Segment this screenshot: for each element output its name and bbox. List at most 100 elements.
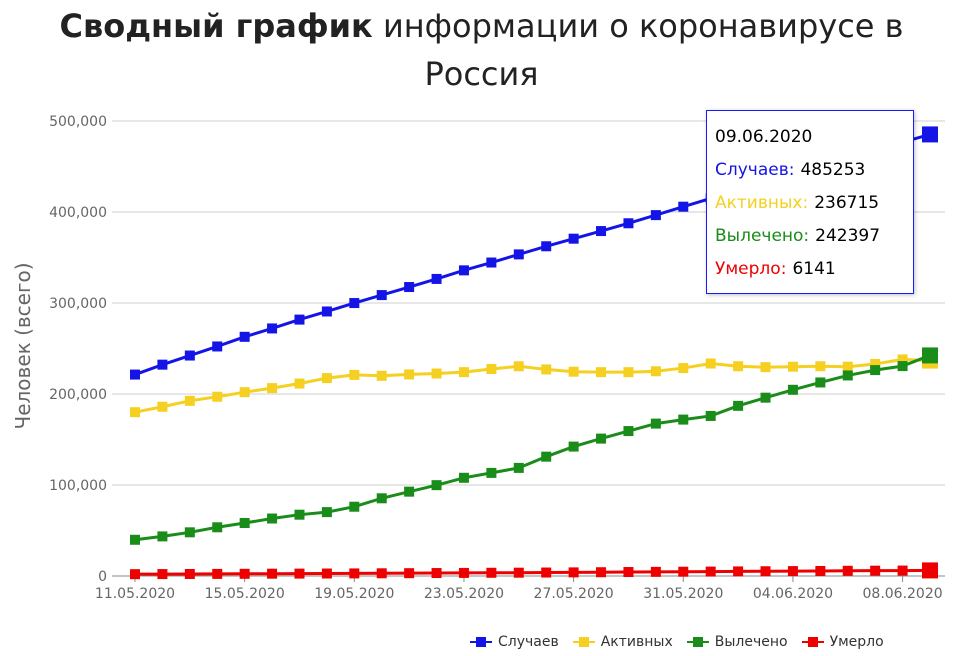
- data-point[interactable]: [568, 233, 579, 244]
- data-point[interactable]: [184, 527, 195, 538]
- data-point[interactable]: [321, 373, 332, 384]
- data-point[interactable]: [376, 493, 387, 504]
- data-point[interactable]: [239, 568, 250, 579]
- data-point[interactable]: [787, 361, 798, 372]
- data-point[interactable]: [596, 367, 607, 378]
- data-point[interactable]: [404, 486, 415, 497]
- data-point[interactable]: [486, 467, 497, 478]
- data-point[interactable]: [157, 401, 168, 412]
- data-point[interactable]: [431, 568, 442, 579]
- data-point[interactable]: [376, 370, 387, 381]
- data-point[interactable]: [349, 568, 360, 579]
- data-point[interactable]: [650, 418, 661, 429]
- data-point[interactable]: [294, 568, 305, 579]
- data-point[interactable]: [842, 361, 853, 372]
- data-point[interactable]: [458, 567, 469, 578]
- data-point[interactable]: [815, 377, 826, 388]
- data-point[interactable]: [376, 568, 387, 579]
- data-point[interactable]: [130, 534, 140, 545]
- data-point[interactable]: [623, 567, 634, 578]
- data-point[interactable]: [184, 350, 195, 361]
- data-point[interactable]: [239, 518, 250, 529]
- data-point[interactable]: [922, 562, 938, 579]
- data-point[interactable]: [787, 566, 798, 577]
- data-point[interactable]: [212, 568, 223, 579]
- data-point[interactable]: [184, 395, 195, 406]
- data-point[interactable]: [157, 531, 168, 542]
- data-point[interactable]: [349, 298, 360, 309]
- legend-item-deaths[interactable]: Умерло: [801, 634, 884, 650]
- data-point[interactable]: [513, 249, 524, 260]
- data-point[interactable]: [568, 567, 579, 578]
- data-point[interactable]: [458, 265, 469, 276]
- data-point[interactable]: [541, 451, 552, 462]
- data-point[interactable]: [267, 568, 278, 579]
- data-point[interactable]: [294, 509, 305, 520]
- data-point[interactable]: [815, 565, 826, 576]
- data-point[interactable]: [733, 361, 744, 372]
- data-point[interactable]: [541, 364, 552, 375]
- data-point[interactable]: [678, 414, 689, 425]
- data-point[interactable]: [267, 383, 278, 394]
- data-point[interactable]: [404, 568, 415, 579]
- data-point[interactable]: [787, 384, 798, 395]
- data-point[interactable]: [157, 359, 168, 370]
- data-point[interactable]: [212, 391, 223, 402]
- data-point[interactable]: [212, 522, 223, 533]
- data-point[interactable]: [431, 273, 442, 284]
- data-point[interactable]: [623, 426, 634, 437]
- data-point[interactable]: [157, 569, 168, 580]
- data-point[interactable]: [458, 367, 469, 378]
- data-point[interactable]: [568, 441, 579, 452]
- data-point[interactable]: [431, 480, 442, 491]
- data-point[interactable]: [705, 566, 716, 577]
- data-point[interactable]: [239, 331, 250, 342]
- data-point[interactable]: [842, 370, 853, 381]
- data-point[interactable]: [513, 567, 524, 578]
- data-point[interactable]: [184, 568, 195, 579]
- data-point[interactable]: [596, 567, 607, 578]
- data-point[interactable]: [541, 241, 552, 252]
- data-point[interactable]: [922, 347, 938, 364]
- data-point[interactable]: [486, 567, 497, 578]
- data-point[interactable]: [404, 282, 415, 293]
- data-point[interactable]: [431, 368, 442, 379]
- data-point[interactable]: [513, 462, 524, 473]
- data-point[interactable]: [486, 363, 497, 374]
- data-point[interactable]: [349, 369, 360, 380]
- data-point[interactable]: [321, 507, 332, 518]
- data-point[interactable]: [239, 387, 250, 398]
- data-point[interactable]: [870, 358, 881, 369]
- data-point[interactable]: [212, 341, 223, 352]
- data-point[interactable]: [294, 378, 305, 389]
- legend-item-cases[interactable]: Случаев: [470, 634, 559, 650]
- data-point[interactable]: [267, 323, 278, 334]
- data-point[interactable]: [897, 361, 908, 372]
- data-point[interactable]: [130, 407, 140, 418]
- data-point[interactable]: [541, 567, 552, 578]
- data-point[interactable]: [705, 358, 716, 369]
- data-point[interactable]: [650, 210, 661, 221]
- data-point[interactable]: [922, 126, 938, 143]
- legend-item-active[interactable]: Активных: [572, 634, 673, 650]
- data-point[interactable]: [321, 568, 332, 579]
- data-point[interactable]: [596, 226, 607, 237]
- data-point[interactable]: [815, 361, 826, 372]
- data-point[interactable]: [376, 290, 387, 301]
- data-point[interactable]: [568, 366, 579, 377]
- data-point[interactable]: [486, 257, 497, 268]
- data-point[interactable]: [760, 566, 771, 577]
- data-point[interactable]: [623, 218, 634, 229]
- data-point[interactable]: [678, 566, 689, 577]
- data-point[interactable]: [349, 501, 360, 512]
- data-point[interactable]: [404, 369, 415, 380]
- data-point[interactable]: [842, 565, 853, 576]
- data-point[interactable]: [705, 410, 716, 421]
- data-point[interactable]: [733, 400, 744, 411]
- data-point[interactable]: [458, 472, 469, 483]
- legend-item-recovered[interactable]: Вылечено: [686, 634, 788, 650]
- data-point[interactable]: [897, 354, 908, 365]
- data-point[interactable]: [870, 565, 881, 576]
- data-point[interactable]: [650, 566, 661, 577]
- data-point[interactable]: [733, 566, 744, 577]
